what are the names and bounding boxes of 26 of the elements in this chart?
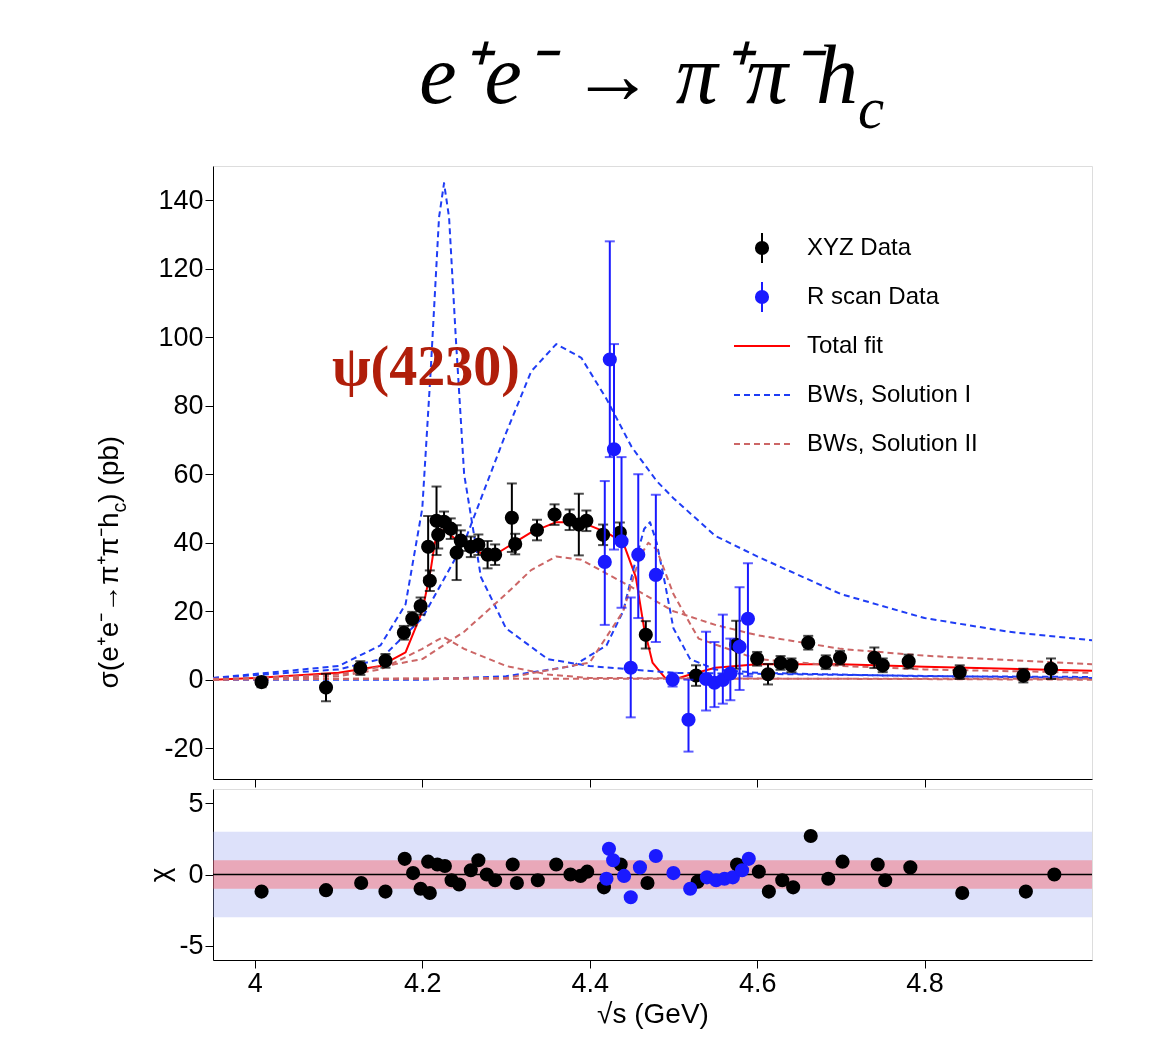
x-tick-label: 4.4 bbox=[571, 967, 609, 998]
annotation: ψ(4230) bbox=[332, 335, 520, 398]
y-tick-label: 0 bbox=[188, 664, 204, 695]
y-tick-label: 0 bbox=[188, 859, 204, 889]
y-tick-label: 60 bbox=[173, 458, 204, 489]
y-tick-label: 40 bbox=[173, 527, 204, 558]
legend-label: BWs, Solution II bbox=[807, 429, 978, 456]
x-tick-label: 4.8 bbox=[906, 967, 944, 998]
x-axis-title: √s (GeV) bbox=[597, 997, 709, 1029]
y-tick-label: 80 bbox=[173, 390, 204, 421]
y-tick-label: -5 bbox=[179, 930, 204, 961]
y-tick-label: 20 bbox=[173, 595, 204, 626]
legend-label: BWs, Solution I bbox=[807, 380, 972, 407]
legend-label: R scan Data bbox=[807, 282, 940, 309]
y-axis-title: σ(e⁺e⁻→π⁺π⁻hc) (pb) bbox=[93, 435, 131, 689]
x-tick-label: 4 bbox=[247, 967, 263, 998]
y-tick-label: -20 bbox=[164, 732, 204, 763]
y-tick-label: 100 bbox=[158, 321, 204, 352]
x-tick-label: 4.6 bbox=[738, 967, 777, 998]
y-tick-label: 120 bbox=[158, 253, 204, 284]
legend-label: XYZ Data bbox=[807, 233, 912, 260]
y-tick-label: 140 bbox=[158, 184, 204, 215]
legend-label: Total fit bbox=[807, 331, 884, 358]
y-tick-label: 5 bbox=[188, 787, 204, 818]
y-axis-title: χ bbox=[144, 867, 176, 883]
x-tick-label: 4.2 bbox=[404, 967, 442, 998]
